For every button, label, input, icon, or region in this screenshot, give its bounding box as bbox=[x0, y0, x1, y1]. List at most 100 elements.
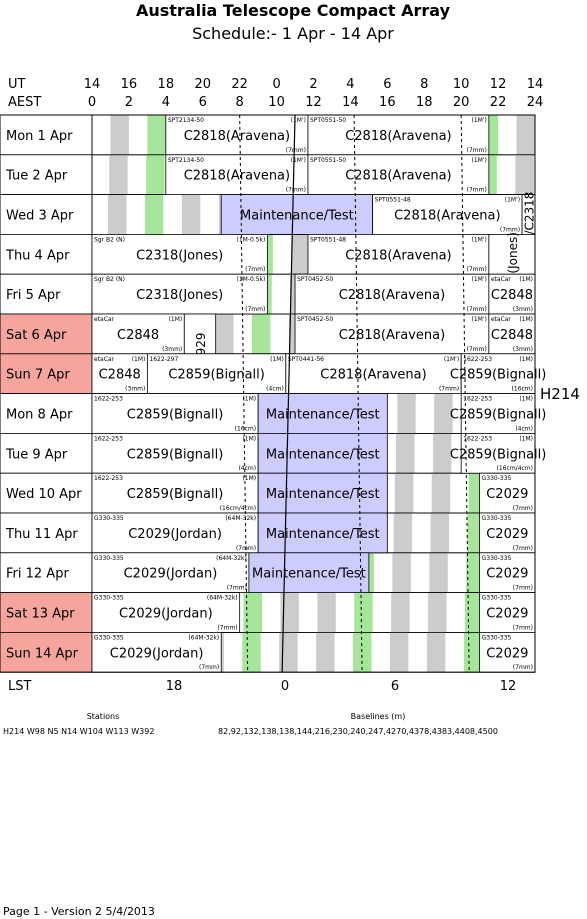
lst-stripe bbox=[515, 154, 534, 195]
block-source: G330-335 bbox=[94, 634, 124, 641]
schedule-block bbox=[285, 353, 462, 394]
lst-stripe bbox=[279, 632, 298, 673]
schedule-block bbox=[460, 393, 536, 434]
lst-stripe bbox=[291, 234, 310, 275]
ut-tick: 16 bbox=[121, 77, 138, 92]
stations-label: Stations bbox=[87, 712, 120, 721]
day-label: Wed 3 Apr bbox=[6, 209, 74, 224]
ut-tick: 14 bbox=[84, 77, 101, 92]
day-label: Sun 7 Apr bbox=[6, 368, 70, 383]
block-band: (7mm) bbox=[245, 266, 265, 273]
chart-title: Australia Telescope Compact Array bbox=[136, 1, 451, 20]
lst-stripe bbox=[396, 433, 415, 474]
block-config: (1M') bbox=[444, 356, 459, 363]
block-config: (1M) bbox=[169, 316, 183, 323]
block-config: (1M') bbox=[472, 236, 487, 243]
aest-tick: 0 bbox=[88, 95, 96, 110]
lst-stripe bbox=[392, 552, 411, 593]
block-project: C2029(Jordan) bbox=[128, 527, 222, 542]
day-label-cell bbox=[0, 432, 93, 474]
block-source: SPT0551-48 bbox=[310, 236, 346, 243]
block-project: C2029 bbox=[486, 567, 528, 582]
block-source: etaCar bbox=[94, 356, 115, 363]
block-config: (1M-0.5k) bbox=[236, 236, 265, 243]
ut-tick: 12 bbox=[490, 77, 507, 92]
block-source: 1622-253 bbox=[463, 435, 492, 442]
block-project: Maintenance/Test bbox=[266, 487, 380, 502]
block-source: Sgr B2 (N) bbox=[94, 276, 125, 283]
day-label-cell bbox=[0, 592, 93, 633]
aest-label: AEST bbox=[8, 95, 41, 110]
day-label: Tue 2 Apr bbox=[5, 169, 68, 184]
block-source: 1622-253 bbox=[463, 396, 492, 403]
block-config: (1M) bbox=[242, 475, 256, 482]
block-project: Maintenance/Test bbox=[240, 209, 354, 224]
block-band: (7mm) bbox=[467, 187, 487, 194]
lst-tick: 18 bbox=[166, 679, 183, 694]
lst-stripe bbox=[434, 393, 453, 434]
aest-tick: 24 bbox=[527, 95, 544, 110]
block-project: C2818(Aravena) bbox=[394, 209, 500, 224]
block-source: SPT0441-56 bbox=[288, 356, 324, 363]
block-project: C2859(Bignall) bbox=[450, 368, 547, 383]
block-config: (1M) bbox=[242, 435, 256, 442]
block-project: C2859(Bignall) bbox=[450, 447, 547, 462]
chart-subtitle: Schedule:- 1 Apr - 14 Apr bbox=[192, 24, 394, 43]
day-label: Sat 6 Apr bbox=[6, 328, 67, 343]
block-band: (7mm) bbox=[439, 386, 459, 393]
lst-dashed-line bbox=[353, 114, 363, 673]
block-config: (1M') bbox=[472, 276, 487, 283]
block-config: (64M-32k) bbox=[188, 634, 219, 641]
block-band: (7mm) bbox=[513, 624, 533, 631]
ut-label: UT bbox=[8, 77, 26, 92]
schedule-block bbox=[257, 472, 388, 514]
block-source: G330-335 bbox=[94, 555, 124, 562]
config-label: H214 bbox=[540, 385, 580, 403]
block-project: C2029(Jordan) bbox=[110, 646, 204, 661]
block-config: (64M-32k) bbox=[207, 595, 238, 602]
block-source: 1622-253 bbox=[463, 356, 492, 363]
block-config: (64M-32k) bbox=[216, 555, 247, 562]
schedule-block bbox=[257, 432, 388, 474]
schedule-block bbox=[372, 194, 523, 235]
block-project: Maintenance/Test bbox=[252, 567, 366, 582]
block-project: C2818(Aravena) bbox=[345, 129, 451, 144]
aest-tick: 10 bbox=[268, 95, 285, 110]
schedule-block bbox=[307, 114, 490, 156]
block-project: C2029 bbox=[486, 527, 528, 542]
ut-tick: 22 bbox=[231, 77, 248, 92]
aest-tick: 6 bbox=[199, 95, 207, 110]
day-label-cell bbox=[0, 512, 93, 554]
day-label: Sun 14 Apr bbox=[6, 646, 79, 661]
block-band: (4cm) bbox=[515, 425, 533, 432]
schedule-block bbox=[460, 432, 536, 474]
block-project: C2818(Aravena) bbox=[345, 248, 451, 263]
lst-stripe bbox=[391, 592, 410, 633]
aest-tick: 14 bbox=[342, 95, 359, 110]
schedule-block bbox=[294, 273, 490, 315]
block-band: (16cm/4cm) bbox=[220, 505, 256, 512]
block-band: (7mm) bbox=[513, 545, 533, 552]
block-source: SPT2134-50 bbox=[168, 117, 204, 124]
ut-tick: 6 bbox=[383, 77, 391, 92]
block-project: C2029(Jordan) bbox=[124, 567, 218, 582]
block-source: SPT0551-48 bbox=[375, 197, 411, 204]
block-band: (3mm) bbox=[513, 346, 533, 353]
schedule-frame bbox=[0, 114, 536, 673]
schedule-block bbox=[248, 552, 370, 593]
block-band: (7mm) bbox=[500, 226, 520, 233]
schedule-block bbox=[460, 353, 536, 394]
lst-stripe bbox=[397, 393, 416, 434]
block-band: (7mm) bbox=[245, 306, 265, 313]
schedule-block bbox=[488, 233, 536, 275]
ut-tick: 18 bbox=[158, 77, 175, 92]
block-band: (7mm) bbox=[467, 266, 487, 273]
lst-stripe bbox=[146, 154, 165, 195]
block-project: C2029(Jordan) bbox=[119, 607, 213, 622]
lst-stripe bbox=[393, 513, 413, 553]
block-source: G330-335 bbox=[482, 555, 512, 562]
aest-tick: 16 bbox=[379, 95, 396, 110]
day-label-cell bbox=[0, 154, 93, 196]
block-project: Maintenance/Test bbox=[266, 527, 380, 542]
schedule-block bbox=[479, 632, 536, 673]
